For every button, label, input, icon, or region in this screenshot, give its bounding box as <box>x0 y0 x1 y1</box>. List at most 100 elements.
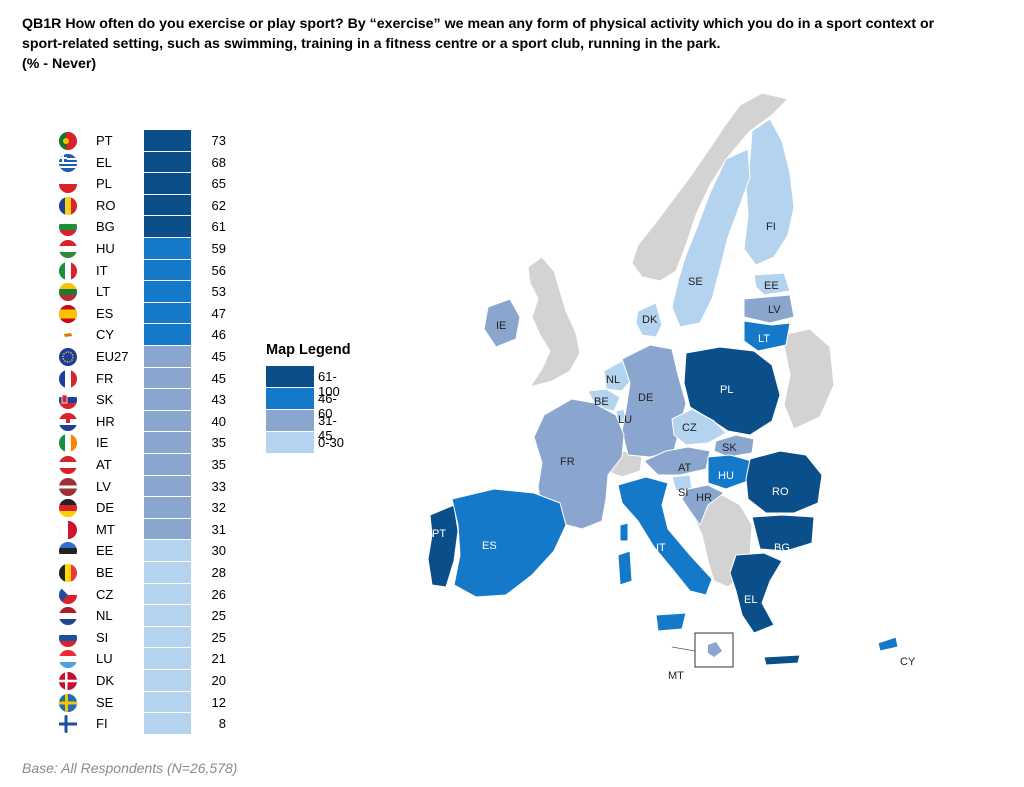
map-label-mt: MT <box>668 670 684 682</box>
bar-mark <box>144 583 191 605</box>
bar-mark <box>144 691 191 713</box>
bar-value-label: 61 <box>211 219 226 235</box>
map-label-bg: BG <box>774 542 790 554</box>
greece-flag-icon <box>59 153 77 172</box>
bar-value-label: 56 <box>211 262 226 278</box>
bar-mark <box>144 259 191 281</box>
bar-value-label: 21 <box>211 651 226 667</box>
bar-mark <box>144 324 191 345</box>
spain-flag-icon <box>59 304 77 323</box>
legend-swatch <box>266 366 314 387</box>
legend-swatch <box>266 410 314 431</box>
bar-row: BE 28 <box>56 562 246 584</box>
map-legend-title: Map Legend <box>266 342 351 358</box>
map-label-ro: RO <box>772 486 789 498</box>
bar-category-label: CZ <box>96 586 114 602</box>
bar-row: LT 53 <box>56 281 246 303</box>
map-malta <box>708 642 722 657</box>
malta-leader-line <box>671 646 696 652</box>
bar-category-label: BG <box>96 219 115 235</box>
map-label-pt: PT <box>432 528 446 540</box>
bar-category-label: IE <box>96 435 109 451</box>
map-label-fi: FI <box>766 221 776 233</box>
base-footnote: Base: All Respondents (N=26,578) <box>22 760 238 776</box>
bar-row: DE 32 <box>56 497 246 519</box>
bar-row: ES 47 <box>56 302 246 325</box>
bar-row: CZ 26 <box>56 583 246 606</box>
map-label-si: SI <box>678 487 688 499</box>
bar-mark <box>144 648 191 669</box>
map-legend: Map Legend 61-100 46-60 31-45 0-30 <box>266 342 351 454</box>
map-bulgaria <box>751 514 815 552</box>
map-label-cy: CY <box>900 656 916 668</box>
hungary-flag-icon <box>59 240 77 258</box>
legend-item: 61-100 <box>266 366 351 399</box>
bar-value-label: 53 <box>211 284 226 300</box>
bar-mark <box>144 281 191 302</box>
malta-flag-icon <box>59 520 77 539</box>
map-label-it: IT <box>656 542 666 554</box>
bar-mark <box>144 497 191 518</box>
legend-label: 61-100 <box>318 369 340 399</box>
map-label-ee: EE <box>764 280 779 292</box>
map-finland <box>743 118 795 266</box>
bar-row: EL 68 <box>56 151 246 174</box>
bar-category-label: CY <box>96 327 115 343</box>
legend-swatch <box>266 432 314 453</box>
germany-flag-icon <box>59 499 77 518</box>
croatia-flag-icon <box>59 412 77 431</box>
bar-value-label: 28 <box>211 565 226 580</box>
bar-mark <box>144 238 191 259</box>
bar-mark <box>144 410 191 432</box>
bar-row: IT 56 <box>56 259 246 282</box>
map-sweden <box>671 148 751 328</box>
map-uk <box>527 256 581 388</box>
bar-value-label: 65 <box>211 176 226 192</box>
map-label-cz: CZ <box>682 422 697 434</box>
bar-row: DK 20 <box>56 670 246 692</box>
bar-value-label: 45 <box>211 349 226 364</box>
map-label-pl: PL <box>720 384 733 396</box>
bar-value-label: 73 <box>211 133 226 148</box>
bar-row: LV 33 <box>56 475 246 498</box>
bulgaria-flag-icon <box>59 218 77 237</box>
bar-row: EE 30 <box>56 540 246 562</box>
bar-row: MT 31 <box>56 518 246 541</box>
map-corsica <box>619 522 629 542</box>
bar-row: PL 65 <box>56 173 246 195</box>
bar-value-label: 43 <box>211 392 226 408</box>
bar-value-label: 33 <box>211 478 226 494</box>
bar-value-label: 40 <box>211 413 226 429</box>
bar-category-label: SK <box>96 392 114 408</box>
bar-mark <box>144 389 191 410</box>
map-label-de: DE <box>638 392 653 404</box>
bar-value-label: 46 <box>211 327 226 343</box>
map-label-lv: LV <box>768 304 781 316</box>
map-portugal <box>427 504 459 588</box>
bar-category-label: ES <box>96 305 114 321</box>
eu-flag-icon <box>59 348 77 366</box>
europe-choropleth-map: FI SE EE LV LT DK IE NL BE LU DE PL CZ S… <box>427 92 916 682</box>
map-crete <box>763 654 801 666</box>
bar-mark <box>144 432 191 453</box>
bar-mark <box>144 216 191 237</box>
map-sardinia <box>617 550 633 586</box>
map-denmark <box>635 302 663 338</box>
map-estonia <box>753 272 791 296</box>
latvia-flag-icon <box>59 477 77 496</box>
bar-mark <box>144 626 191 648</box>
bar-category-label: LV <box>96 478 111 494</box>
bar-category-label: LT <box>96 284 111 300</box>
bar-mark <box>144 454 191 475</box>
bar-category-label: DE <box>96 500 115 516</box>
poland-flag-icon <box>59 175 77 194</box>
map-label-hr: HR <box>696 492 712 504</box>
bar-row: BG 61 <box>56 216 246 238</box>
bar-mark <box>144 173 191 194</box>
legend-swatch <box>266 388 314 409</box>
map-cyprus <box>877 636 899 652</box>
map-czechia <box>671 408 727 446</box>
map-label-at: AT <box>678 462 692 474</box>
bar-category-label: EE <box>96 543 114 559</box>
bar-value-label: 45 <box>211 370 226 386</box>
